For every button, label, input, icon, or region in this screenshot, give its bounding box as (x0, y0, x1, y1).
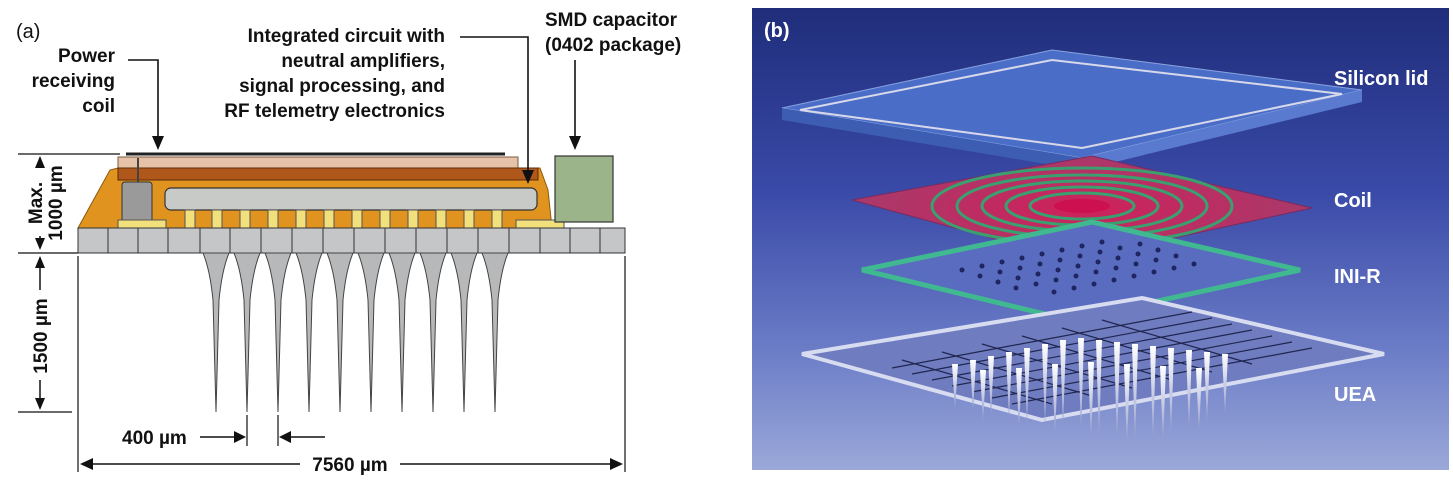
layer-label-silicon-lid: Silicon lid (1334, 68, 1429, 90)
width-arrow-right-icon (610, 458, 623, 470)
coil-leader-arrow-icon (152, 136, 164, 150)
needle-arrow-up-icon (35, 256, 45, 268)
left-component (121, 181, 153, 223)
ic-leader-arrow-icon (522, 170, 534, 184)
panel-b-tag: (b) (764, 20, 790, 42)
coil-top-layer (117, 156, 519, 170)
coil-leader (128, 59, 159, 140)
layer-label-coil: Coil (1334, 190, 1372, 212)
coil-label-line2: receiving (32, 71, 115, 92)
needle-arrow-down-icon (35, 398, 45, 410)
ic-label-line2: neutral amplifiers, (281, 51, 445, 72)
exploded-view-render (781, 49, 1385, 448)
cap-label-line2: (0402 package) (545, 35, 681, 56)
ic-chip (164, 187, 538, 211)
panel-a-cross-section: (a) Max. 1000 µm 1500 µm (16, 10, 681, 476)
ini-r-layer (861, 219, 1301, 323)
needle-label-bg (29, 290, 51, 380)
coil-label-line1: Power (58, 46, 116, 67)
coil-bottom-layer (117, 167, 539, 181)
layer-label-uea: UEA (1334, 384, 1377, 406)
pitch-arrow-left-icon (234, 431, 246, 443)
height-label-group: Max. 1000 µm (26, 165, 67, 240)
height-arrow-up-icon (35, 156, 45, 168)
uea-layer (801, 295, 1385, 448)
height-label-line2: 1000 µm (46, 165, 67, 240)
ic-label-line4: RF telemetry electronics (224, 101, 445, 122)
pitch-arrow-right-icon (279, 431, 291, 443)
width-label: 7560 µm (312, 455, 387, 476)
pitch-label: 400 µm (122, 428, 187, 449)
panel-a-tag: (a) (16, 21, 40, 43)
panel-b-exploded-view: (b) Silicon lid Coil INI-R UEA (752, 8, 1449, 470)
smd-capacitor (554, 155, 614, 223)
cross-section-diagram: (a) Max. 1000 µm 1500 µm (16, 10, 681, 476)
coil-label-line3: coil (82, 96, 115, 117)
ic-label-line3: signal processing, and (239, 76, 445, 97)
height-label-bg (29, 168, 55, 236)
cap-leader-arrow-icon (569, 136, 581, 150)
electrode-needles (202, 252, 509, 413)
needle-label: 1500 µm (31, 298, 52, 373)
width-arrow-left-icon (80, 458, 93, 470)
ic-leader (460, 36, 529, 172)
cap-label-line1: SMD capacitor (545, 10, 678, 31)
uea-spikes (952, 338, 1228, 448)
ic-label-line1: Integrated circuit with (248, 26, 445, 47)
layer-label-ini-r: INI-R (1334, 266, 1381, 288)
silicon-lid-layer (781, 49, 1363, 170)
substrate-blocks (77, 227, 626, 254)
height-arrow-down-icon (35, 238, 45, 250)
height-label-line1: Max. (26, 182, 47, 224)
